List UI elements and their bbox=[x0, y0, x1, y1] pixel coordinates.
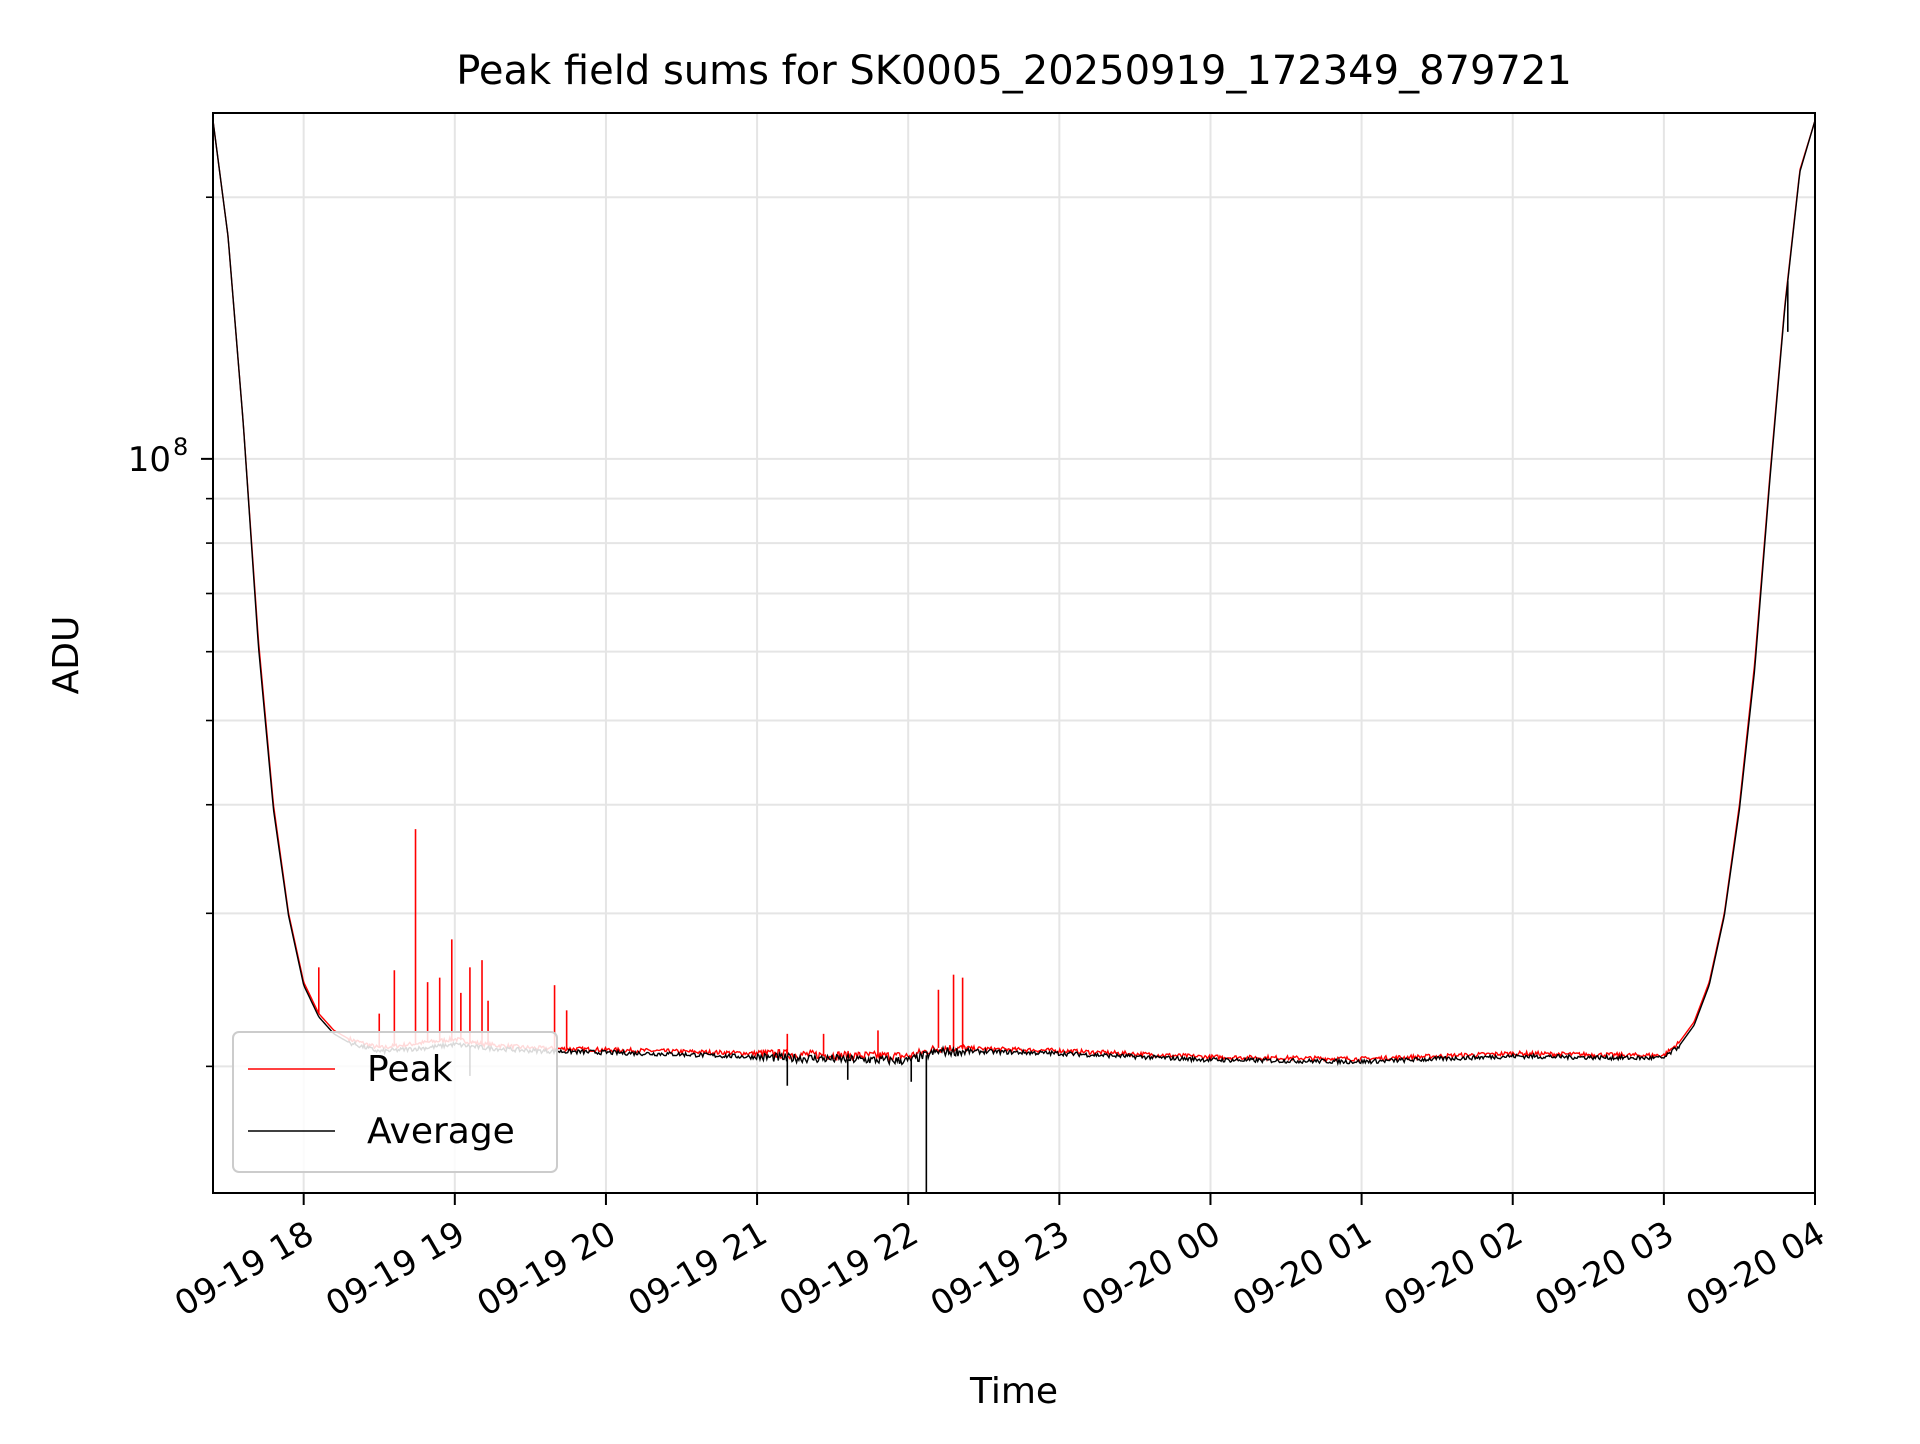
legend-average-label: Average bbox=[367, 1111, 515, 1152]
chart-title: Peak field sums for SK0005_20250919_1723… bbox=[456, 48, 1572, 94]
legend-peak-label: Peak bbox=[367, 1049, 453, 1090]
plot-frame bbox=[212, 112, 1816, 1194]
y-tick-label-base: 10 bbox=[128, 440, 171, 480]
y-tick-label-exponent: 8 bbox=[173, 433, 188, 461]
legend-box bbox=[232, 1031, 558, 1173]
y-axis-label: ADU bbox=[46, 616, 87, 695]
x-axis-label: Time bbox=[969, 1371, 1058, 1412]
legend: Peak Average bbox=[232, 1031, 558, 1173]
